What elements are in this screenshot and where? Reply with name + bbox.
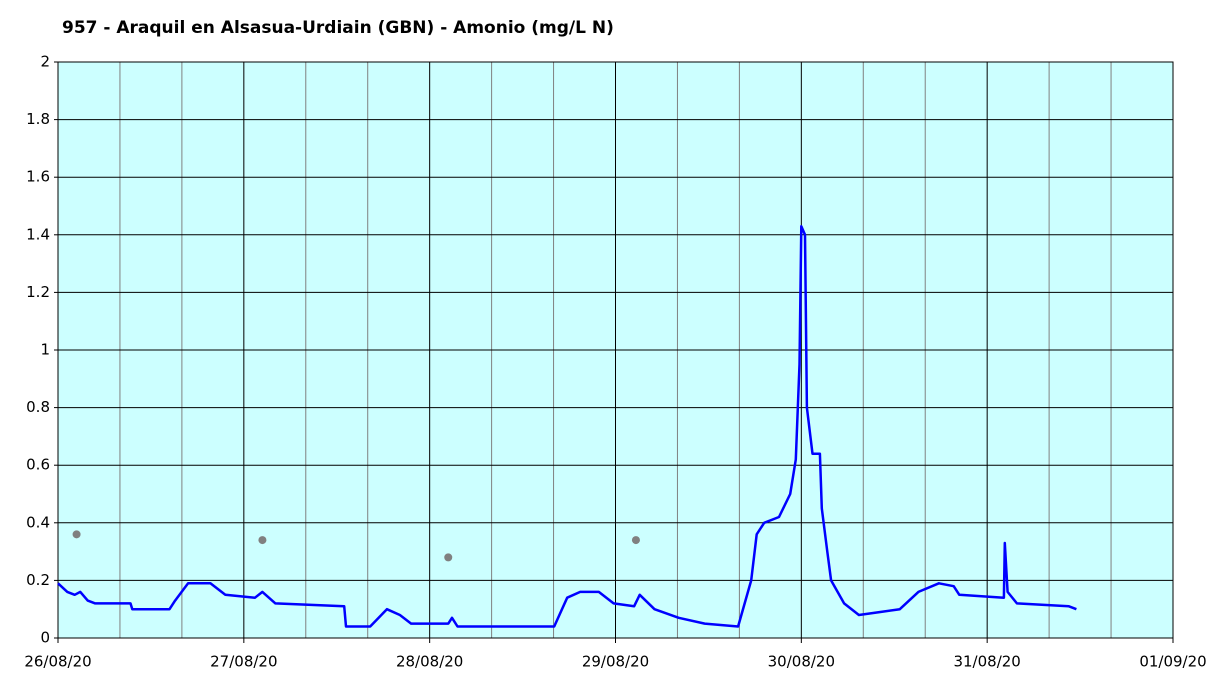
y-tick-label: 1.6 [26,168,50,186]
chart-title: 957 - Araquil en Alsasua-Urdiain (GBN) -… [62,18,614,38]
x-tick-label: 26/08/20 [24,653,91,671]
data-point [444,553,453,562]
y-tick-label: 2 [40,53,50,71]
x-tick-label: 27/08/20 [210,653,277,671]
y-tick-label: 0.2 [26,571,50,589]
data-point [631,536,640,545]
x-tick-label: 28/08/20 [396,653,463,671]
x-tick-label: 29/08/20 [582,653,649,671]
data-point [258,536,267,545]
x-tick-label: 31/08/20 [953,653,1020,671]
y-tick-label: 0.8 [26,398,50,416]
plot-border [57,61,1174,639]
data-line [57,224,1077,628]
y-tick-label: 0.4 [26,513,50,531]
x-tick-label: 30/08/20 [768,653,835,671]
y-tick-label: 1.8 [26,110,50,128]
y-tick-label: 0.6 [26,456,50,474]
y-tick-label: 1 [40,341,50,359]
x-tick-label: 01/09/20 [1139,653,1206,671]
y-tick-label: 1.4 [26,225,50,243]
y-tick-label: 0 [40,629,50,647]
data-point [72,530,81,539]
y-tick-label: 1.2 [26,283,50,301]
